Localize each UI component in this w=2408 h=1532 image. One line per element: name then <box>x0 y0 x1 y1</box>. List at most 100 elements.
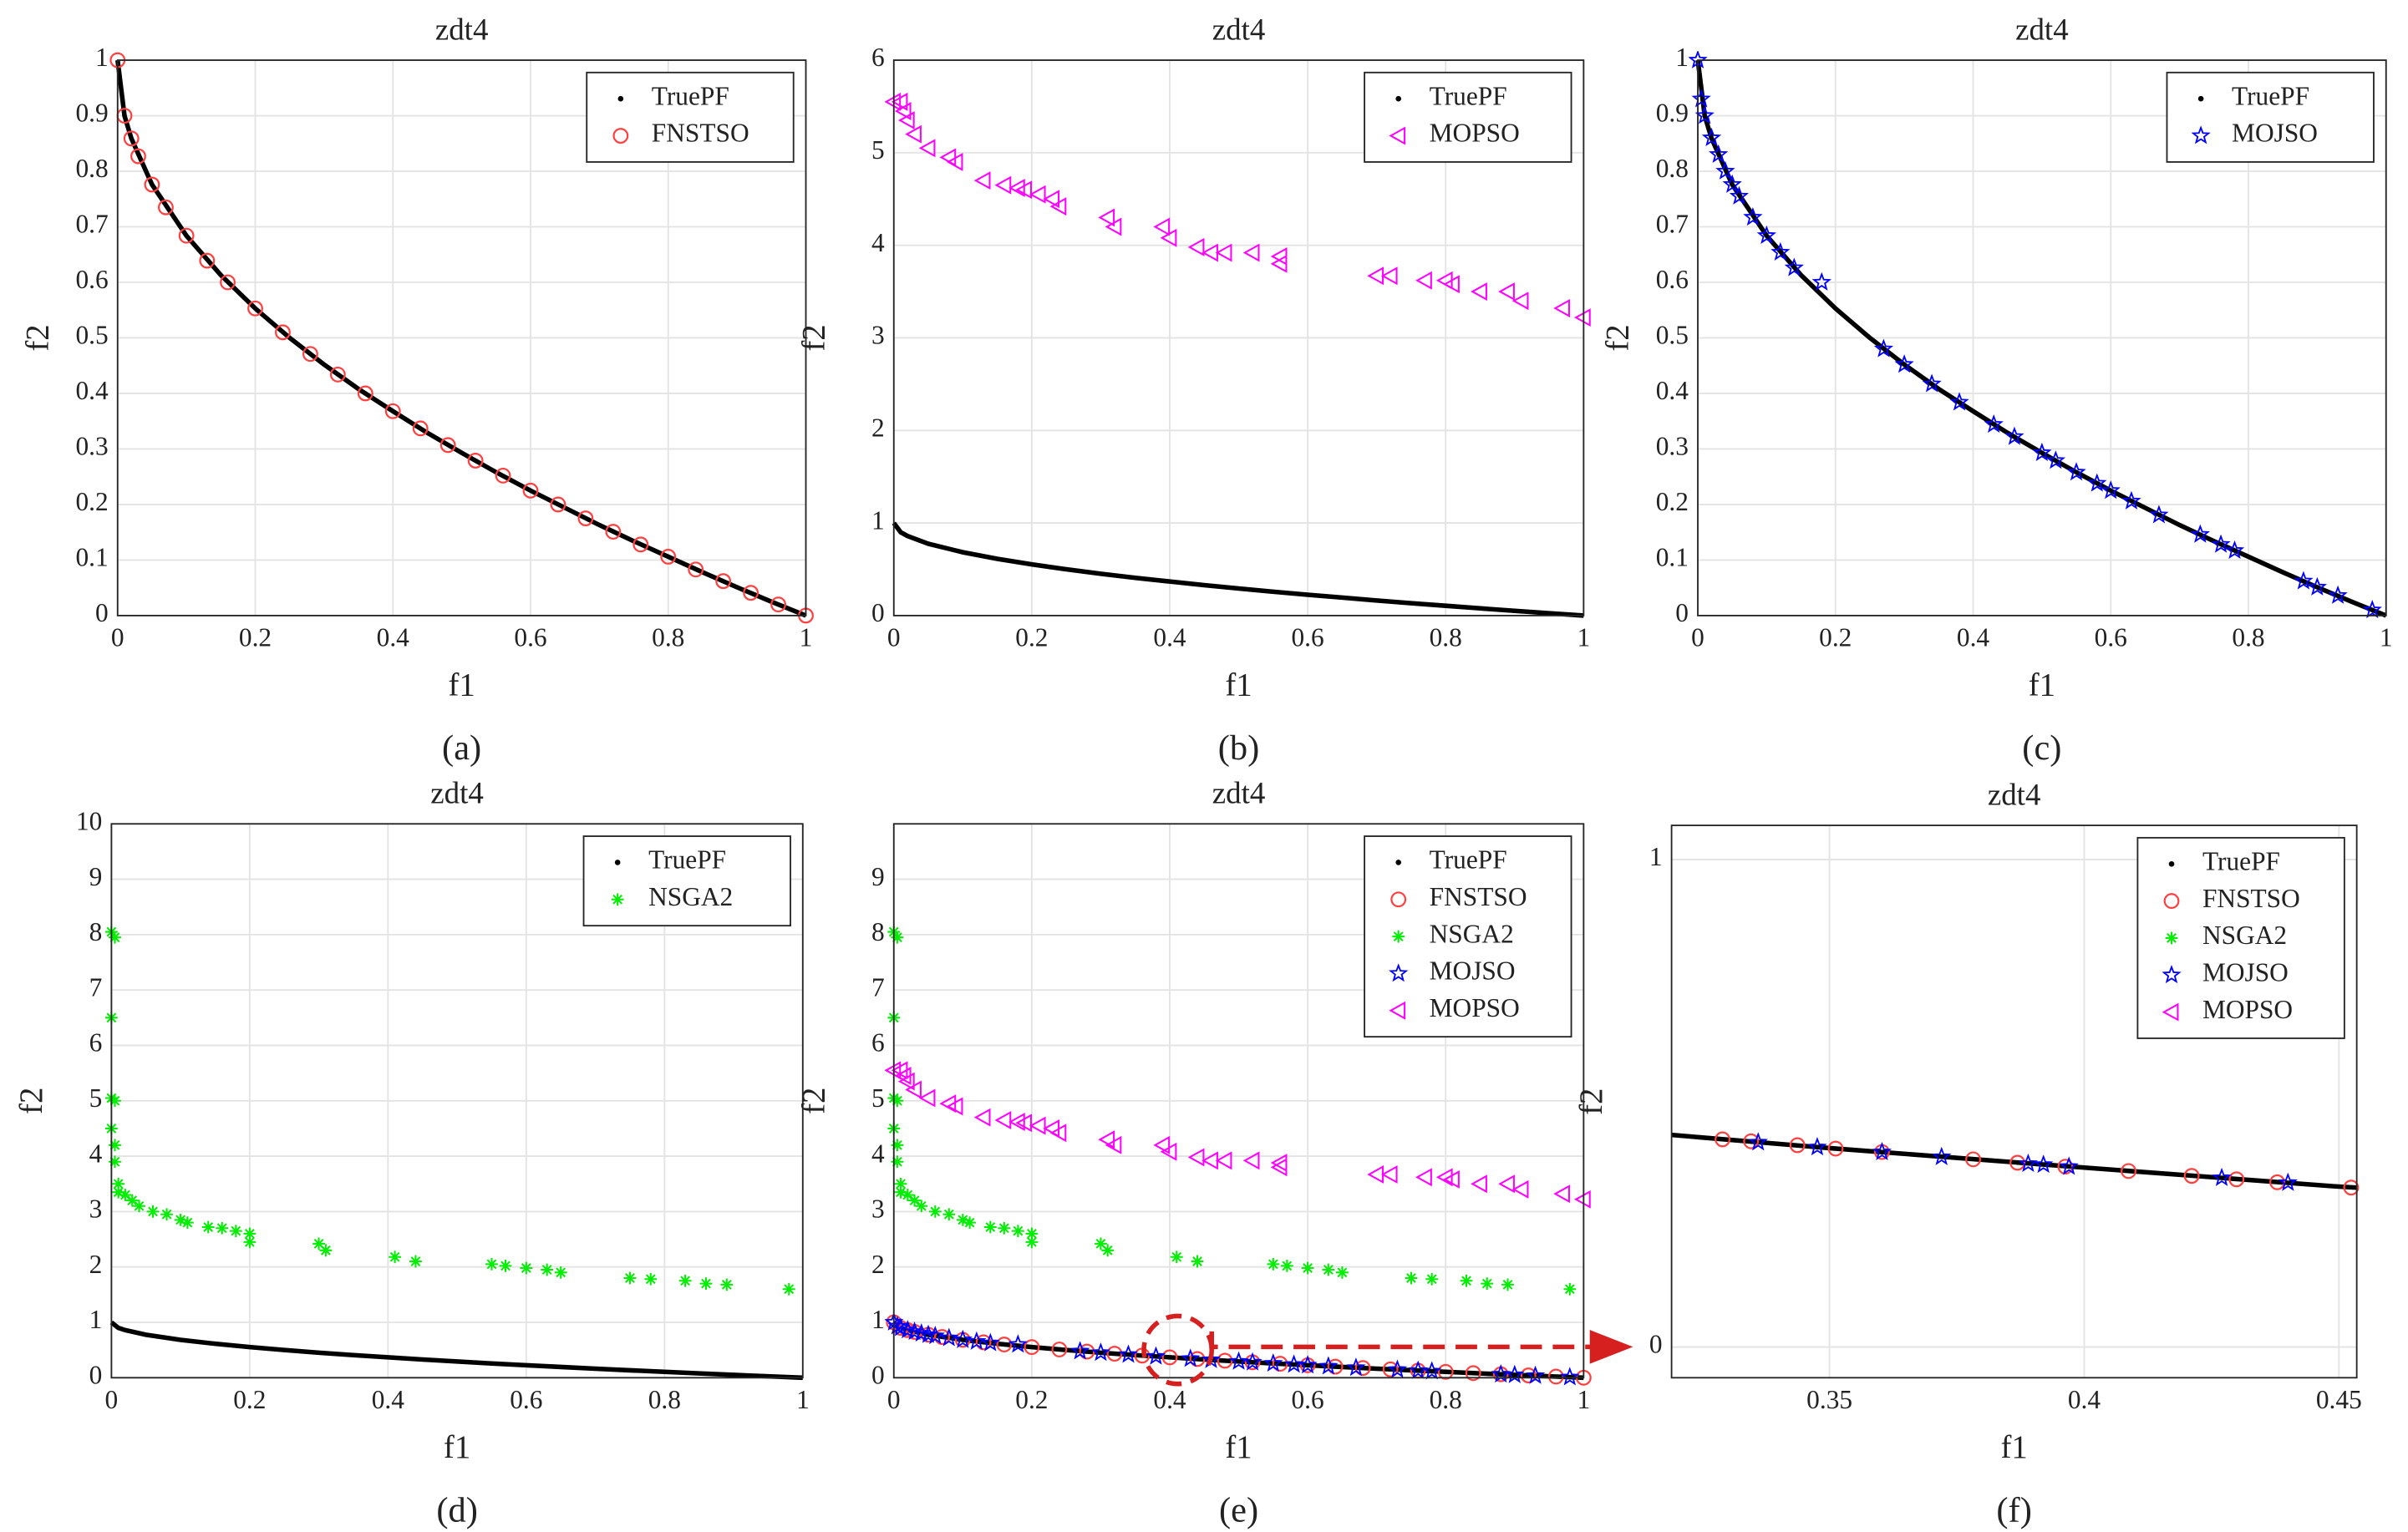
data-point <box>1715 160 1735 180</box>
data-point <box>1894 354 1914 373</box>
chart-title: zdt4 <box>435 12 489 46</box>
data-point <box>980 1332 1000 1352</box>
legend-label: TruePF <box>2232 81 2309 110</box>
legend-box <box>2166 71 2375 163</box>
y-tick-label: 0 <box>1649 1330 1663 1359</box>
data-point <box>918 1088 936 1108</box>
data-point <box>1160 228 1177 247</box>
data-point <box>1511 292 1529 311</box>
data-point <box>2121 1163 2136 1179</box>
data-point <box>112 1185 125 1199</box>
data-point <box>1170 1250 1183 1264</box>
data-point <box>1242 1352 1262 1371</box>
legend-marker <box>614 860 621 865</box>
legend-label: MOPSO <box>1430 119 1520 148</box>
y-tick-label: 0.3 <box>75 432 108 461</box>
y-tick-label: 4 <box>871 1139 885 1168</box>
data-point <box>2212 1167 2232 1186</box>
y-tick-label: 0.8 <box>75 154 108 183</box>
data-point <box>1153 1135 1171 1154</box>
legend-marker <box>2163 893 2180 910</box>
data-point <box>1105 1135 1122 1154</box>
zoom-arrow-head <box>1589 1330 1633 1364</box>
data-point <box>1070 1341 1090 1360</box>
data-point <box>1949 392 1969 411</box>
data-point <box>918 139 936 158</box>
caption: (a) <box>442 728 481 768</box>
data-point <box>1095 1237 1107 1250</box>
data-point <box>2278 1172 2298 1191</box>
y-tick-label: 0.6 <box>75 265 108 294</box>
data-point <box>1382 1361 1399 1377</box>
data-point <box>1756 225 1777 245</box>
data-point <box>1691 89 1711 108</box>
data-point <box>1327 1358 1344 1375</box>
data-point <box>1553 299 1570 317</box>
legend-label: MOJSO <box>2202 957 2289 987</box>
data-point <box>1090 1342 1111 1362</box>
data-point <box>1709 144 1729 163</box>
data-point <box>1191 1255 1204 1268</box>
data-point <box>720 1278 734 1291</box>
data-point <box>1098 208 1115 227</box>
data-point <box>743 585 759 601</box>
data-point <box>1770 241 1791 261</box>
data-point <box>1784 257 1804 276</box>
y-tick-label: 2 <box>89 1250 103 1279</box>
data-point <box>891 1155 904 1169</box>
y-tick-label: 3 <box>871 1195 885 1224</box>
data-point <box>384 403 401 419</box>
data-point <box>963 1216 976 1230</box>
x-axis-label: f1 <box>448 667 475 703</box>
data-point <box>2328 585 2348 604</box>
legend-label: NSGA2 <box>2202 921 2287 950</box>
legend: TruePF NSGA2 <box>582 835 791 927</box>
data-point <box>1161 1349 1178 1366</box>
y-axis-label: f2 <box>1600 324 1636 351</box>
data-point <box>412 420 429 437</box>
legend-marker <box>2162 965 2182 984</box>
data-point <box>2343 1179 2360 1196</box>
y-tick-label: 10 <box>76 806 102 835</box>
data-point <box>1501 1278 1514 1291</box>
x-axis-label: f1 <box>2000 1429 2027 1465</box>
x-tick-label: 0.6 <box>514 623 546 652</box>
x-tick-label: 0.4 <box>1957 623 1990 652</box>
data-point <box>1187 1148 1205 1167</box>
y-tick-label: 0.4 <box>75 376 109 405</box>
data-point <box>1498 282 1515 302</box>
data-point <box>2269 1174 2285 1190</box>
data-point <box>1301 1261 1314 1275</box>
data-point <box>243 1227 257 1240</box>
y-tick-label: 0.7 <box>75 210 108 239</box>
x-tick-label: 1 <box>796 1385 810 1414</box>
data-point <box>125 1194 139 1207</box>
data-point <box>2004 426 2024 445</box>
data-point <box>1563 1282 1577 1296</box>
data-point <box>953 1329 973 1348</box>
data-point <box>897 111 915 130</box>
x-tick-label: 0.8 <box>652 623 684 652</box>
caption: (f) <box>1996 1491 2031 1530</box>
caption: (b) <box>1218 728 1260 768</box>
data-point <box>2066 462 2086 481</box>
data-point <box>550 496 566 513</box>
data-point <box>1215 243 1232 262</box>
y-tick-label: 0.1 <box>1656 543 1689 572</box>
data-point <box>109 1094 121 1108</box>
data-point <box>1872 1141 1892 1160</box>
y-axis-label: f2 <box>13 1088 49 1114</box>
y-tick-label: 0.6 <box>1656 265 1689 294</box>
legend-label: TruePF <box>648 845 726 875</box>
x-tick-label: 0.6 <box>510 1385 542 1414</box>
data-point <box>2045 450 2065 469</box>
data-point <box>939 1094 957 1113</box>
data-point <box>1748 1132 1768 1151</box>
data-point <box>1984 413 2004 434</box>
x-tick-label: 0.6 <box>1292 623 1324 652</box>
data-point <box>1043 190 1060 209</box>
data-point <box>1029 1116 1046 1135</box>
x-tick-label: 0.2 <box>233 1385 266 1414</box>
data-point <box>946 152 963 171</box>
